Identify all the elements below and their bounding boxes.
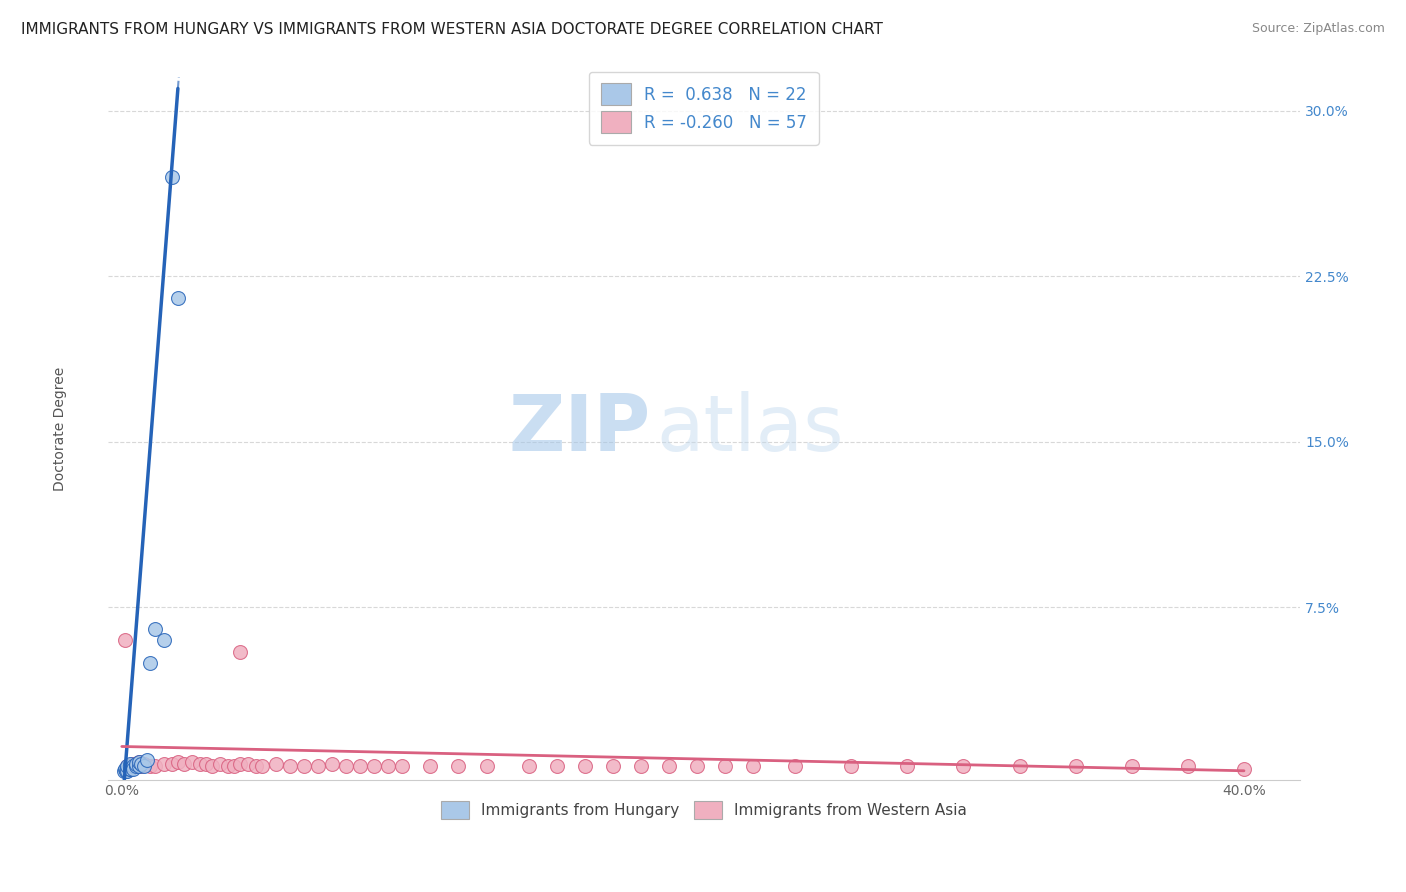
Point <box>245 759 267 773</box>
Point <box>120 762 142 776</box>
Point <box>153 757 176 772</box>
Point <box>128 755 150 769</box>
Point <box>112 764 135 778</box>
Point <box>134 757 156 772</box>
Point <box>162 169 184 184</box>
Point <box>952 759 974 773</box>
Point <box>131 757 153 772</box>
Point <box>114 633 136 648</box>
Point <box>153 633 176 648</box>
Point <box>1177 759 1199 773</box>
Point <box>250 759 273 773</box>
Point <box>117 759 139 773</box>
Point <box>228 644 250 658</box>
Point <box>188 757 211 772</box>
Point <box>167 755 190 769</box>
Text: IMMIGRANTS FROM HUNGARY VS IMMIGRANTS FROM WESTERN ASIA DOCTORATE DEGREE CORRELA: IMMIGRANTS FROM HUNGARY VS IMMIGRANTS FR… <box>21 22 883 37</box>
Point <box>228 757 250 772</box>
Point <box>136 753 159 767</box>
Point <box>349 759 371 773</box>
Point <box>574 759 596 773</box>
Point <box>139 656 162 670</box>
Point <box>447 759 470 773</box>
Point <box>120 757 142 772</box>
Point <box>125 759 148 773</box>
Text: Doctorate Degree: Doctorate Degree <box>53 367 67 491</box>
Point <box>115 764 138 778</box>
Point <box>1233 762 1256 776</box>
Point <box>222 759 245 773</box>
Point <box>117 764 139 778</box>
Point <box>217 759 239 773</box>
Point <box>686 759 709 773</box>
Point <box>162 757 184 772</box>
Point <box>131 759 153 773</box>
Point <box>145 759 167 773</box>
Point <box>128 759 150 773</box>
Point <box>1064 759 1087 773</box>
Point <box>321 757 343 772</box>
Point <box>896 759 918 773</box>
Point <box>181 755 204 769</box>
Point <box>114 762 136 776</box>
Text: Source: ZipAtlas.com: Source: ZipAtlas.com <box>1251 22 1385 36</box>
Point <box>122 759 145 773</box>
Point <box>122 762 145 776</box>
Point <box>785 759 807 773</box>
Point <box>145 623 167 637</box>
Point <box>125 759 148 773</box>
Point <box>742 759 765 773</box>
Point <box>134 759 156 773</box>
Point <box>139 759 162 773</box>
Point <box>335 759 357 773</box>
Point <box>200 759 222 773</box>
Point <box>419 759 441 773</box>
Point <box>167 291 190 305</box>
Point <box>658 759 681 773</box>
Point <box>391 759 413 773</box>
Point <box>117 759 139 773</box>
Point <box>307 759 329 773</box>
Point <box>377 759 399 773</box>
Point <box>292 759 315 773</box>
Text: atlas: atlas <box>657 391 844 467</box>
Point <box>120 759 142 773</box>
Point <box>1008 759 1031 773</box>
Point <box>602 759 624 773</box>
Point <box>475 759 498 773</box>
Point <box>839 759 862 773</box>
Point <box>128 755 150 769</box>
Point <box>264 757 287 772</box>
Point <box>208 757 231 772</box>
Point <box>122 757 145 772</box>
Point <box>546 759 568 773</box>
Point <box>1121 759 1143 773</box>
Point <box>363 759 385 773</box>
Text: ZIP: ZIP <box>508 391 650 467</box>
Point <box>517 759 540 773</box>
Point <box>714 759 737 773</box>
Legend: Immigrants from Hungary, Immigrants from Western Asia: Immigrants from Hungary, Immigrants from… <box>434 795 973 824</box>
Point <box>630 759 652 773</box>
Point <box>120 762 142 776</box>
Point <box>278 759 301 773</box>
Point <box>236 757 259 772</box>
Point <box>173 757 195 772</box>
Point <box>125 757 148 772</box>
Point <box>194 757 217 772</box>
